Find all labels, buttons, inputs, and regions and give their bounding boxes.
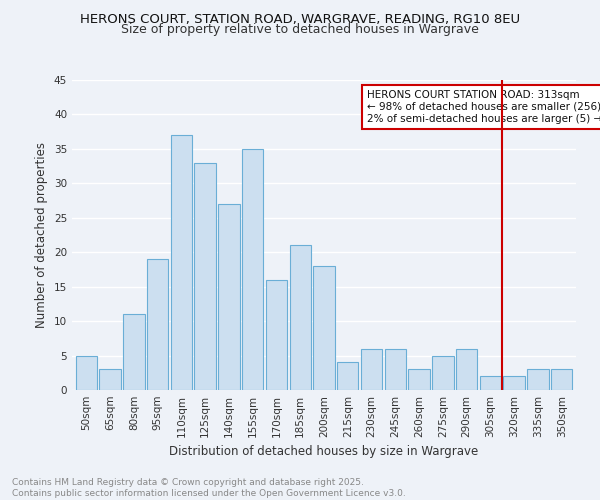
Bar xyxy=(361,348,382,390)
Bar xyxy=(76,356,97,390)
Bar xyxy=(123,314,145,390)
Bar xyxy=(337,362,358,390)
Bar xyxy=(147,259,168,390)
Bar xyxy=(385,348,406,390)
Bar xyxy=(100,370,121,390)
Text: HERONS COURT STATION ROAD: 313sqm
← 98% of detached houses are smaller (256)
2% : HERONS COURT STATION ROAD: 313sqm ← 98% … xyxy=(367,90,600,124)
Bar xyxy=(527,370,548,390)
Y-axis label: Number of detached properties: Number of detached properties xyxy=(35,142,49,328)
Bar xyxy=(218,204,239,390)
Bar xyxy=(456,348,478,390)
Text: Contains HM Land Registry data © Crown copyright and database right 2025.
Contai: Contains HM Land Registry data © Crown c… xyxy=(12,478,406,498)
Text: Size of property relative to detached houses in Wargrave: Size of property relative to detached ho… xyxy=(121,22,479,36)
Bar xyxy=(551,370,572,390)
Bar xyxy=(313,266,335,390)
Bar xyxy=(503,376,525,390)
Bar xyxy=(170,135,192,390)
Bar xyxy=(290,246,311,390)
Bar xyxy=(480,376,501,390)
Bar xyxy=(432,356,454,390)
Bar xyxy=(266,280,287,390)
Bar xyxy=(242,149,263,390)
Text: HERONS COURT, STATION ROAD, WARGRAVE, READING, RG10 8EU: HERONS COURT, STATION ROAD, WARGRAVE, RE… xyxy=(80,12,520,26)
Bar xyxy=(409,370,430,390)
Bar xyxy=(194,162,216,390)
X-axis label: Distribution of detached houses by size in Wargrave: Distribution of detached houses by size … xyxy=(169,446,479,458)
